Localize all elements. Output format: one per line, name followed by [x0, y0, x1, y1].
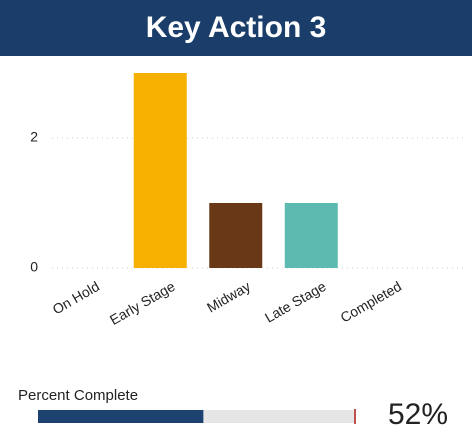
- bar: [284, 203, 338, 268]
- x-tick-label: Completed: [337, 278, 404, 326]
- progress-end: [354, 409, 356, 424]
- x-tick-label: Midway: [204, 278, 253, 316]
- x-tick-label: Late Stage: [262, 278, 329, 326]
- progress-value-label: 52%: [388, 398, 448, 431]
- bar: [133, 73, 187, 268]
- y-tick-label: 0: [30, 259, 38, 275]
- chart-title: Key Action 3: [146, 11, 327, 44]
- x-tick-label: Early Stage: [107, 278, 178, 328]
- x-tick-label: On Hold: [50, 278, 102, 318]
- y-tick-label: 2: [30, 129, 38, 145]
- title-banner: [0, 0, 472, 56]
- progress-label: Percent Complete: [18, 387, 138, 404]
- bar: [209, 203, 263, 268]
- progress-fill: [38, 410, 204, 423]
